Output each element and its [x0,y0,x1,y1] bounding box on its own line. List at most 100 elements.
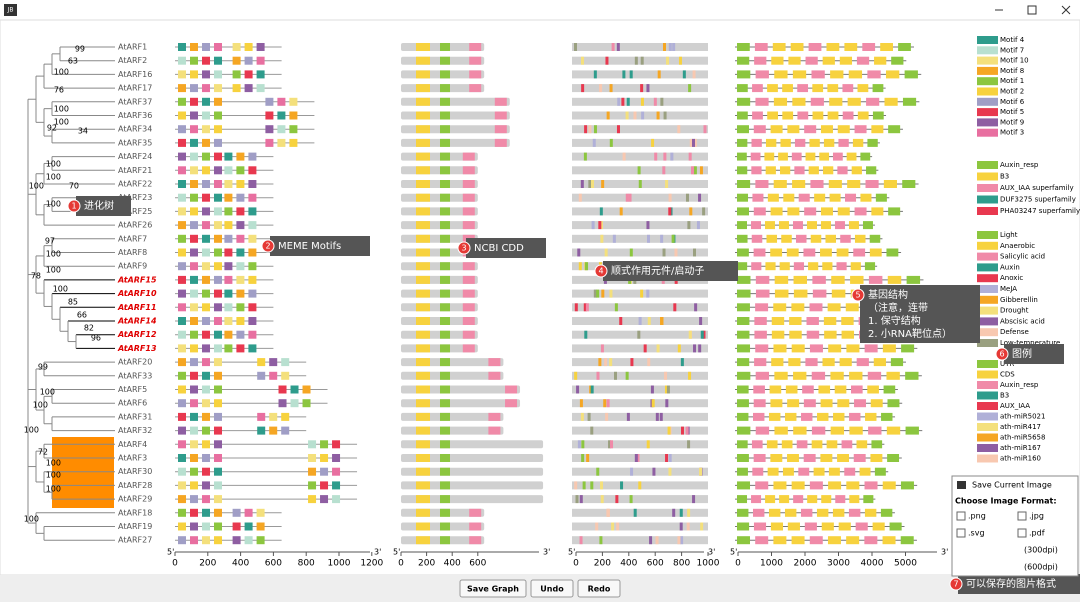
bootstrap-value: 100 [54,118,69,127]
option-label[interactable]: .pdf [1029,529,1045,538]
cis-element [668,193,672,202]
button-label[interactable]: Save Graph [467,585,519,594]
option-label[interactable]: (600dpi) [1024,563,1058,572]
bootstrap-value: 92 [47,124,57,133]
exon [828,344,842,353]
axis-end: 3' [941,548,948,557]
promoter-bar [572,221,708,230]
button-label[interactable]: Undo [540,585,564,594]
protein-bar [401,495,544,504]
exon [820,248,832,257]
exon [793,495,804,504]
checkbox[interactable] [956,511,966,521]
domain [440,152,450,161]
motif-box [190,70,198,79]
exon [842,84,854,93]
domain [416,399,430,408]
gene-label: AtARF22 [118,180,152,189]
checkbox[interactable] [1017,511,1027,521]
option-label[interactable]: .svg [968,529,985,538]
annotation-box [1004,344,1064,364]
legend-label: Motif 1 [1000,77,1024,85]
exon [790,43,804,51]
exon [864,481,878,490]
exon [737,412,749,421]
motif-box [214,508,222,517]
cis-element [636,454,640,462]
exon [835,495,846,504]
cis-element [672,43,676,51]
checkbox[interactable] [1017,528,1027,538]
domain [416,248,430,257]
button[interactable] [530,579,574,598]
exon [785,412,797,421]
exon [820,125,833,134]
exon [851,166,862,175]
motif-box [178,221,186,230]
legend-swatch [977,370,998,379]
button-label[interactable]: Redo [588,585,611,594]
cis-element [641,111,645,120]
exon [754,330,767,339]
legend-label: DUF3275 superfamily [1000,196,1076,204]
exon [849,412,861,421]
cis-element [583,303,587,312]
motif-box [202,138,210,147]
exon [750,221,761,230]
gene-label: AtARF33 [118,371,152,380]
cis-element [584,125,588,134]
maximize[interactable] [1027,5,1037,15]
motif-box [190,440,198,449]
motif-box [214,454,222,462]
cis-element [615,495,619,504]
motif-box [202,385,210,394]
cis-element [668,207,672,216]
gene-label: AtARF25 [118,207,152,216]
exon [737,166,748,175]
legend-label: ath-miR5021 [1000,413,1045,421]
button[interactable] [459,579,527,598]
motif-box [224,344,233,353]
motif-box [289,138,298,147]
motif-box [202,536,210,545]
promoter-bar [572,84,708,93]
motif-box [236,221,245,230]
cis-element [579,399,583,408]
gene-label: AtARF6 [118,399,147,408]
exon [864,344,878,353]
annotation-badge [851,288,865,302]
motif-box [178,536,186,545]
cis-element [663,152,667,161]
domain [469,70,482,79]
domain [440,207,450,216]
motif-box [224,289,233,298]
close[interactable] [1061,5,1071,15]
motif-box [202,56,210,65]
cis-element [677,344,681,353]
option-label[interactable]: (300dpi) [1024,546,1058,555]
motif-box [190,111,198,120]
bootstrap-value: 100 [46,471,61,480]
motif-box [232,508,241,517]
protein-bar [401,385,521,394]
dialog-title: Save Current Image [972,481,1052,490]
exon [801,412,813,421]
cis-element [593,289,597,298]
exon [888,207,901,216]
motif-box [265,125,274,134]
domain [440,412,450,421]
domain [440,248,450,257]
domain [440,303,450,312]
button[interactable] [577,579,621,598]
option-label[interactable]: .jpg [1029,512,1044,521]
domain [416,84,430,93]
motif-box [190,330,198,339]
exon [737,481,751,490]
exon [880,508,893,517]
bootstrap-value: 76 [54,86,64,95]
checkbox[interactable] [956,528,966,538]
option-label[interactable]: .png [968,512,986,521]
motif-box [178,303,186,312]
exon [827,111,839,120]
motif-box [320,467,329,476]
